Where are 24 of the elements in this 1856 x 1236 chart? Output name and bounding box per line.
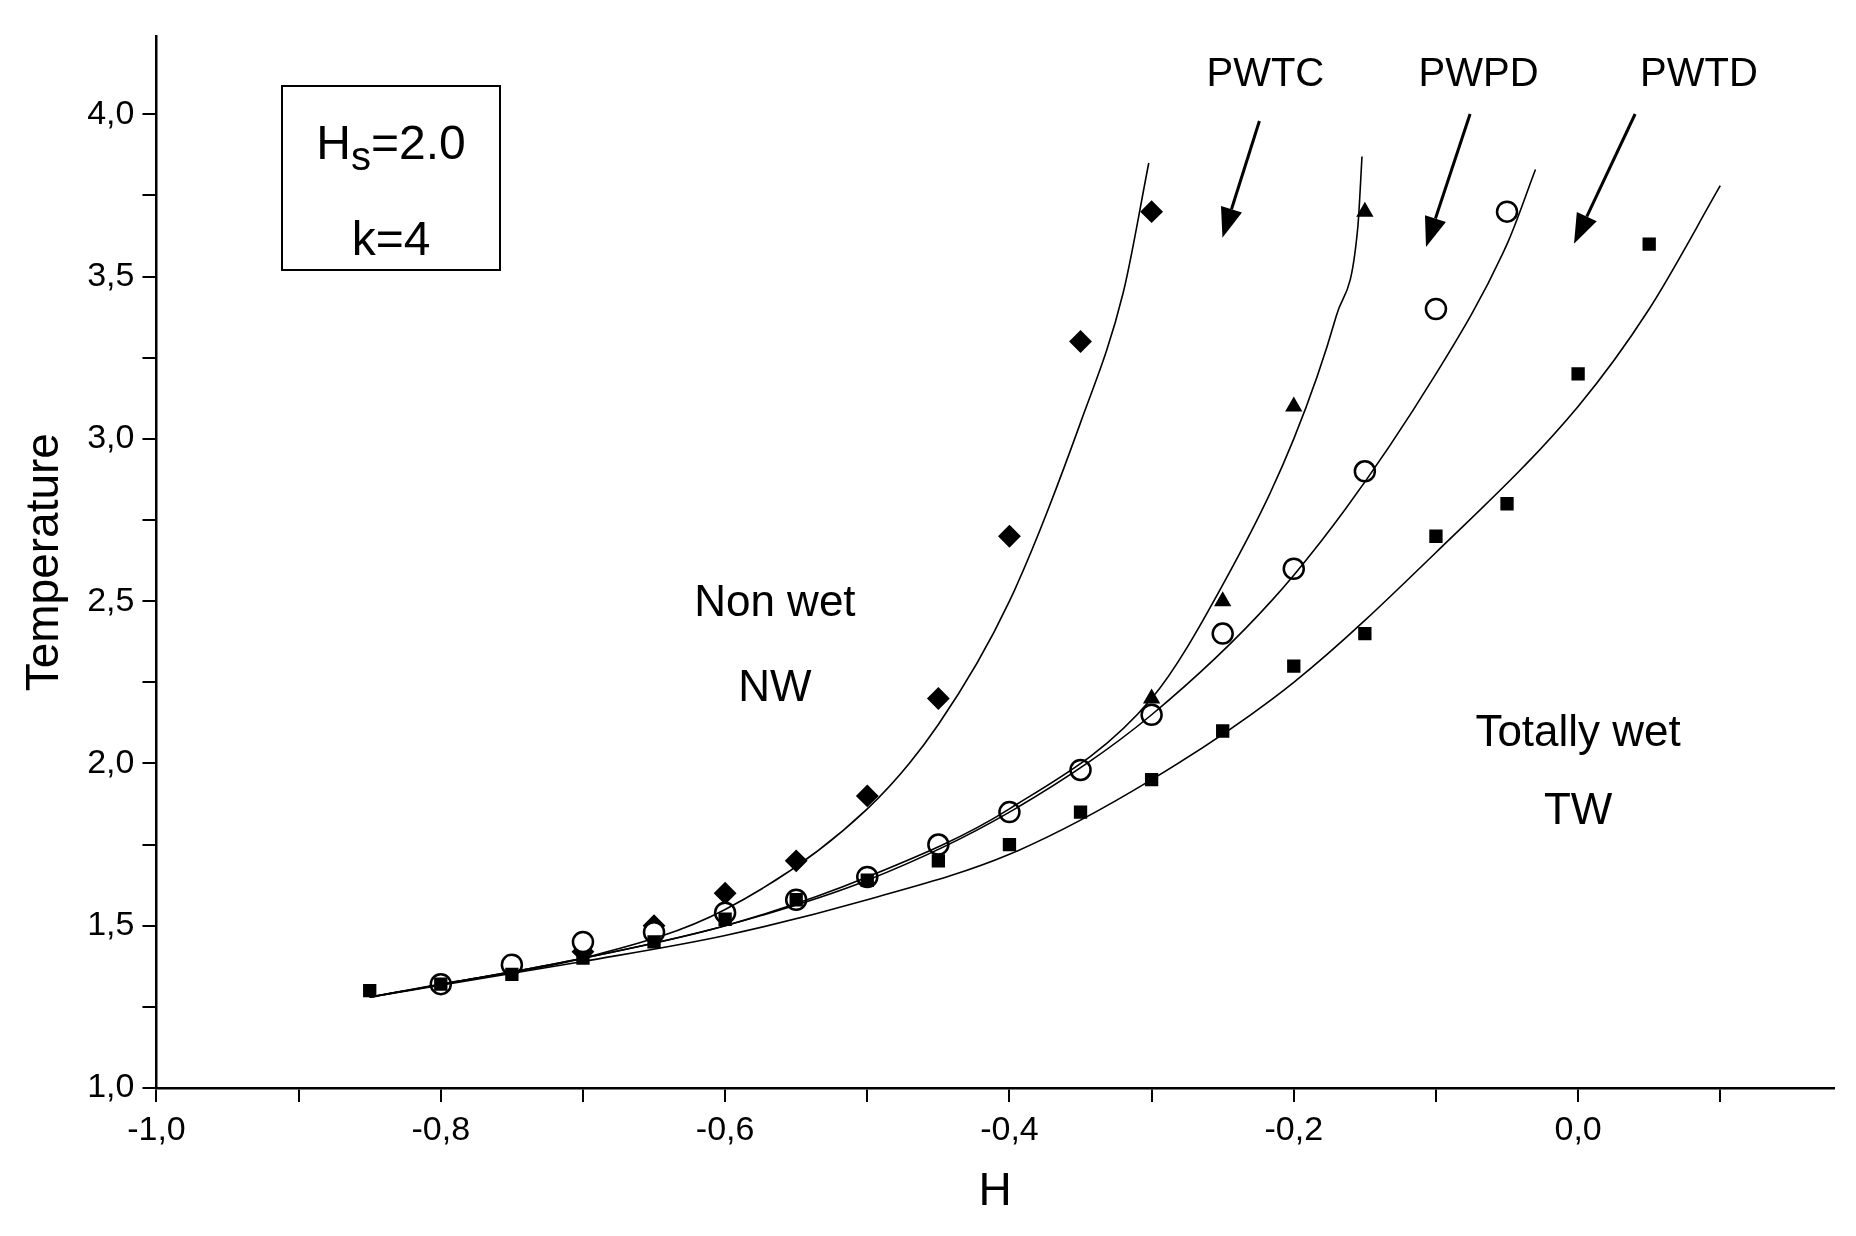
y-tick-label: 1,0 <box>87 1066 135 1105</box>
x-axis-title: H <box>978 1163 1012 1216</box>
y-tick-label: 3,5 <box>87 254 135 293</box>
x-tick-label: -1,0 <box>127 1108 186 1147</box>
annotation: PWTC <box>1206 49 1325 95</box>
annotation: Totally wet <box>1475 705 1681 756</box>
annotation: Non wet <box>694 576 856 627</box>
y-tick-label: 3,0 <box>87 417 135 456</box>
annotation: H$_{s}$=2.0 <box>316 114 466 179</box>
y-tick-label: 4,0 <box>87 92 135 131</box>
y-tick-label: 2,0 <box>87 741 135 780</box>
annotation: NW <box>738 660 812 711</box>
x-tick-label: -0,2 <box>1264 1108 1324 1147</box>
annotation: PWPD <box>1418 49 1539 95</box>
x-tick-label: 0,0 <box>1554 1108 1602 1147</box>
y-tick-label: 2,5 <box>87 579 135 618</box>
annotation: PWTD <box>1640 49 1758 95</box>
y-axis-title: Temperature <box>16 433 69 692</box>
annotation: TW <box>1543 783 1613 834</box>
x-tick-label: -0,8 <box>411 1108 471 1147</box>
y-tick-label: 1,5 <box>87 904 135 943</box>
x-tick-label: -0,6 <box>695 1108 755 1147</box>
x-tick-label: -0,4 <box>980 1108 1039 1147</box>
annotation: k=4 <box>351 210 431 266</box>
